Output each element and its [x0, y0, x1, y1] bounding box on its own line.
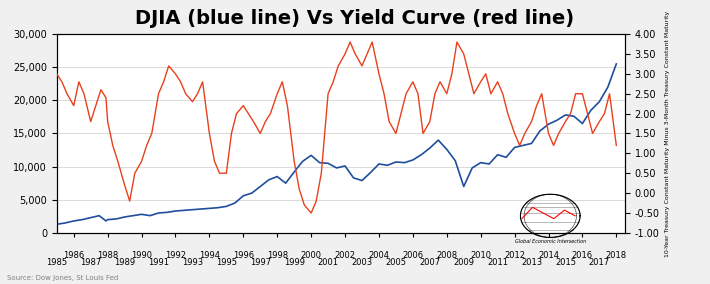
- Text: 1987: 1987: [80, 258, 102, 267]
- Text: DJIA (blue line) Vs Yield Curve (red line): DJIA (blue line) Vs Yield Curve (red lin…: [136, 9, 574, 28]
- Text: 1985: 1985: [46, 258, 67, 267]
- Text: 2017: 2017: [589, 258, 610, 267]
- Text: 2011: 2011: [487, 258, 508, 267]
- Y-axis label: 10-Year Treasury Constant Maturity Minus 3-Month Treasury Constant Maturity: 10-Year Treasury Constant Maturity Minus…: [665, 10, 670, 257]
- Text: 1997: 1997: [250, 258, 271, 267]
- Text: 2003: 2003: [351, 258, 373, 267]
- Text: 1999: 1999: [284, 258, 305, 267]
- Text: 2007: 2007: [419, 258, 440, 267]
- Text: 2005: 2005: [386, 258, 406, 267]
- Text: 2013: 2013: [521, 258, 542, 267]
- Text: 1995: 1995: [216, 258, 237, 267]
- Text: Global Economic Intersection: Global Economic Intersection: [515, 239, 586, 244]
- Text: 1993: 1993: [182, 258, 203, 267]
- Text: 2015: 2015: [555, 258, 576, 267]
- Text: 1991: 1991: [148, 258, 169, 267]
- Text: 2001: 2001: [317, 258, 339, 267]
- Text: Source: Dow Jones, St Louis Fed: Source: Dow Jones, St Louis Fed: [7, 275, 119, 281]
- Text: 1989: 1989: [114, 258, 135, 267]
- Text: 2009: 2009: [453, 258, 474, 267]
